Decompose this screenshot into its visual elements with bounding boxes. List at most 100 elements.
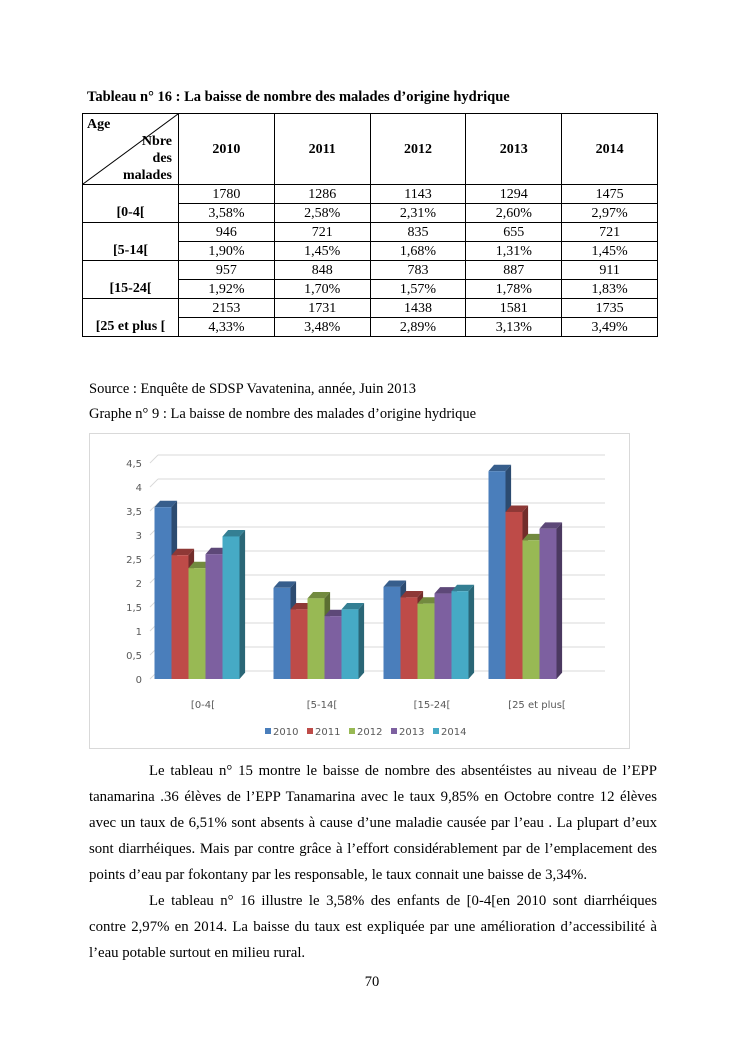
count-cell: 1735	[561, 298, 658, 318]
count-cell: 2153	[178, 298, 275, 318]
percent-cell: 4,33%	[178, 317, 275, 337]
percent-cell: 1,70%	[273, 279, 371, 299]
bar-2013	[205, 554, 223, 679]
bar-top	[341, 603, 365, 610]
bar-top	[324, 609, 348, 617]
page-number: 70	[364, 974, 380, 990]
bar-top	[451, 584, 475, 592]
bar-2012	[188, 568, 206, 679]
bar-top	[307, 591, 331, 599]
bar-top	[188, 561, 212, 569]
paragraph-line: tanamarina .36 élèves de l’EPP Tanamarin…	[89, 789, 657, 805]
bar-2014	[451, 591, 469, 679]
legend-label: 2014	[441, 727, 466, 738]
percent-cell: 3,49%	[561, 317, 658, 337]
paragraph-line: Le tableau n° 16 illustre le 3,58% des e…	[149, 893, 657, 909]
percent-cell: 2,97%	[561, 203, 658, 223]
source-note: Source : Enquête de SDSP Vavatenina, ann…	[89, 381, 416, 397]
legend-label: 2012	[357, 727, 382, 738]
x-tick-label: [0-4[	[191, 700, 215, 711]
bar-top	[273, 581, 297, 588]
bar-2011	[171, 555, 189, 679]
table-row: 1,90% 1,45% 1,68% 1,31% 1,45%	[83, 241, 658, 261]
bar-2014	[222, 536, 240, 679]
percent-cell: 1,45%	[273, 241, 371, 261]
table-row: [0-4[1780 1286 1143 1294 1475	[82, 184, 658, 223]
percent-cell: 3,13%	[465, 317, 563, 337]
count-cell: 655	[465, 222, 563, 242]
count-cell: 1286	[273, 184, 371, 204]
age-cell: [25 et plus [	[82, 298, 179, 337]
x-tick-label: [5-14[	[307, 700, 338, 711]
bar-top	[383, 580, 407, 587]
table-row: [15-24[957 848 783 887 911	[82, 260, 658, 299]
percent-cell: 3,48%	[273, 317, 371, 337]
table-row: 1,92% 1,70% 1,57% 1,78% 1,83%	[83, 279, 658, 299]
corner-age: Age	[87, 117, 111, 132]
legend-label: 2011	[315, 727, 340, 738]
y-tick-label: 2,5	[126, 555, 142, 566]
count-cell: 848	[273, 260, 371, 280]
x-tick-label: [25 et plus[	[508, 700, 566, 711]
age-cell: [5-14[	[82, 222, 179, 261]
year-header: 2012	[369, 113, 467, 185]
count-cell: 911	[561, 260, 658, 280]
year-header: 2014	[561, 113, 658, 185]
legend-swatch	[307, 728, 313, 734]
y-tick-label: 1	[136, 627, 142, 638]
count-cell: 721	[273, 222, 371, 242]
bar-2014	[341, 609, 359, 679]
gridline-depth	[149, 478, 159, 488]
count-cell: 721	[561, 222, 658, 242]
bar-2011	[290, 609, 308, 679]
count-cell: 1731	[273, 298, 371, 318]
count-cell: 1294	[465, 184, 563, 204]
gridline-depth	[149, 454, 159, 464]
bar-top	[400, 591, 424, 598]
bar-2013	[324, 616, 342, 679]
chart-container: 0 0,5 1 1,5 2 2,5 3 3,5 4 4,5 [0-4[[5-14[[15-24[[2…	[89, 433, 630, 749]
corner-des: des	[152, 151, 172, 166]
table-title: Tableau n° 16 : La baisse de nombre des …	[87, 89, 510, 105]
bar-2012	[522, 540, 540, 679]
y-tick-label: 3,5	[126, 507, 142, 518]
age-cell: [15-24[	[82, 260, 179, 299]
percent-cell: 1,92%	[178, 279, 275, 299]
diagonal-divider	[83, 114, 178, 184]
x-tick-label: [15-24[	[414, 700, 451, 711]
bar-top	[488, 464, 512, 472]
count-cell: 783	[369, 260, 467, 280]
y-tick-label: 0	[136, 675, 142, 686]
paragraph-line: l’eau potable surtout en milieu rural.	[89, 945, 306, 961]
count-cell: 1475	[561, 184, 658, 204]
bar-top	[505, 505, 529, 512]
legend-swatch	[391, 728, 397, 734]
percent-cell: 1,83%	[561, 279, 658, 299]
legend-swatch	[433, 728, 439, 734]
age-cell: [0-4[	[82, 184, 179, 223]
bar-top	[154, 500, 178, 508]
bar-top	[522, 533, 546, 541]
count-cell: 957	[178, 260, 275, 280]
table-header-row: Age Nbre des malades 2010 2011 2012 2013 201…	[82, 113, 658, 185]
legend-swatch	[265, 728, 271, 734]
percent-cell: 2,89%	[369, 317, 467, 337]
bar-2013	[434, 593, 452, 679]
percent-cell: 1,57%	[369, 279, 467, 299]
bar-top	[171, 548, 195, 556]
corner-nbre: Nbre	[141, 134, 172, 149]
bar-side	[556, 522, 563, 679]
percent-cell: 1,31%	[465, 241, 563, 261]
y-tick-label: 1,5	[126, 603, 142, 614]
paragraph-line: contre 2,97% en 2014. La baisse du taux …	[89, 919, 657, 935]
bar-top	[434, 587, 458, 594]
bar-2010	[273, 587, 291, 679]
y-tick-label: 2	[136, 579, 142, 590]
bar-chart: 0 0,5 1 1,5 2 2,5 3 3,5 4 4,5 [0-4[[5-14[[15-24[[2…	[126, 454, 605, 738]
percent-cell: 2,31%	[369, 203, 467, 223]
bar-side	[468, 584, 475, 679]
bar-2013	[539, 528, 557, 679]
corner-malades: malades	[123, 168, 172, 183]
percent-cell: 1,90%	[178, 241, 275, 261]
bar-top	[205, 547, 229, 555]
